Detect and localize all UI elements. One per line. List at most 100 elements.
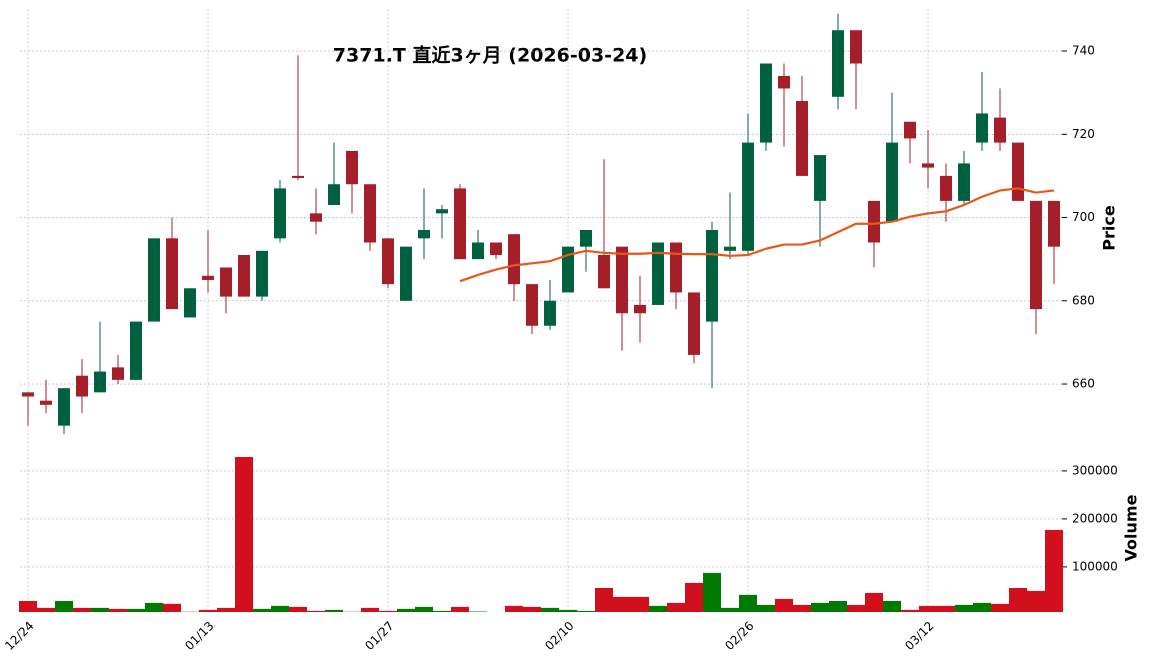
volume-bar	[919, 605, 937, 612]
volume-bar	[253, 608, 271, 612]
x-tick-label: 03/12	[902, 619, 936, 653]
volume-bar	[91, 607, 109, 612]
volume-bar	[883, 600, 901, 612]
volume-bar	[1027, 590, 1045, 612]
candle-body	[688, 292, 700, 355]
volume-bar	[847, 604, 865, 612]
candle-body	[454, 188, 466, 260]
x-tick-label: 02/10	[542, 619, 576, 653]
candle-body	[1048, 200, 1060, 247]
candle-body	[778, 76, 790, 89]
y-axis-label: Price	[1100, 205, 1119, 251]
volume-bar	[559, 609, 577, 612]
volume-bar	[307, 610, 325, 612]
volume-bar	[667, 602, 685, 612]
candle-body	[652, 242, 664, 305]
candle-body	[346, 150, 358, 185]
y-tick-label: 740	[1072, 44, 1095, 58]
candle-body	[616, 246, 628, 314]
volume-bar	[901, 609, 919, 612]
candle-body	[382, 238, 394, 285]
volume-bar	[631, 596, 649, 612]
candle-body	[868, 200, 880, 243]
x-tick-label: 02/26	[722, 619, 756, 653]
volume-bar	[541, 607, 559, 612]
candle-body	[112, 367, 124, 380]
candle-body	[202, 275, 214, 280]
volume-bar	[379, 610, 397, 612]
candle-body	[994, 117, 1006, 143]
candle-body	[130, 321, 142, 380]
candle-body	[634, 304, 646, 314]
volume-bar	[595, 588, 613, 612]
candle-body	[436, 209, 448, 214]
volume-bar	[55, 600, 73, 612]
candle-body	[418, 230, 430, 239]
volume-tick-label: 200000	[1072, 511, 1118, 525]
volume-bar	[613, 596, 631, 612]
candle-body	[76, 375, 88, 397]
candle-body	[706, 230, 718, 322]
candle-body	[364, 184, 376, 243]
candle-body	[670, 242, 682, 293]
volume-bar	[1045, 529, 1063, 612]
volume-bar	[721, 607, 739, 612]
candle-body	[850, 30, 862, 64]
volume-bar	[991, 603, 1009, 612]
candle-body	[472, 242, 484, 260]
chart-title: 7371.T 直近3ヶ月 (2026-03-24)	[333, 44, 647, 67]
volume-bar	[937, 605, 955, 612]
moving-average-line	[459, 187, 1055, 283]
volume-bar	[739, 594, 757, 612]
volume-bar	[811, 602, 829, 612]
x-tick-label: 01/27	[362, 619, 396, 653]
candle-body	[22, 392, 34, 397]
volume-bar	[73, 607, 91, 612]
volume-bar	[451, 606, 469, 612]
candle-body	[58, 388, 70, 426]
volume-bar	[577, 610, 595, 612]
volume-bar	[415, 606, 433, 612]
candle-body	[292, 175, 304, 178]
candle-body	[238, 254, 250, 297]
candle-body	[256, 250, 268, 297]
candle-body	[562, 246, 574, 293]
candle-body	[544, 300, 556, 326]
candle-body	[598, 254, 610, 289]
y-tick-label: 680	[1072, 293, 1095, 307]
candle-body	[328, 184, 340, 206]
candle-body	[904, 121, 916, 139]
volume-bar	[649, 605, 667, 612]
volume-tick-label: 300000	[1072, 463, 1118, 477]
volume-bar	[163, 603, 181, 612]
candle-body	[1030, 200, 1042, 310]
x-tick-label: 01/13	[182, 619, 216, 653]
volume-bar	[955, 604, 973, 612]
volume-bar	[397, 608, 415, 612]
candle-body	[220, 267, 232, 297]
volume-bar	[109, 608, 127, 612]
candle-body	[310, 213, 322, 222]
candle-body	[814, 155, 826, 201]
volume-bar	[37, 607, 55, 612]
candle-body	[976, 113, 988, 143]
candle-body	[832, 30, 844, 97]
volume-bar	[685, 582, 703, 612]
y-tick-label: 660	[1072, 377, 1095, 391]
volume-bar	[523, 606, 541, 612]
candle-body	[886, 142, 898, 222]
candle-body	[760, 63, 772, 143]
candle-body	[274, 188, 286, 239]
volume-bar	[433, 610, 451, 612]
candle-body	[724, 246, 736, 251]
volume-bar	[127, 608, 145, 612]
volume-bar	[325, 609, 343, 612]
candle-body	[526, 284, 538, 326]
volume-bar	[235, 456, 253, 612]
candle-body	[94, 371, 106, 393]
volume-bar	[505, 605, 523, 612]
volume-bar	[19, 600, 37, 612]
y-tick-label: 720	[1072, 127, 1095, 141]
candle-body	[1012, 142, 1024, 201]
volume-bar	[271, 605, 289, 612]
